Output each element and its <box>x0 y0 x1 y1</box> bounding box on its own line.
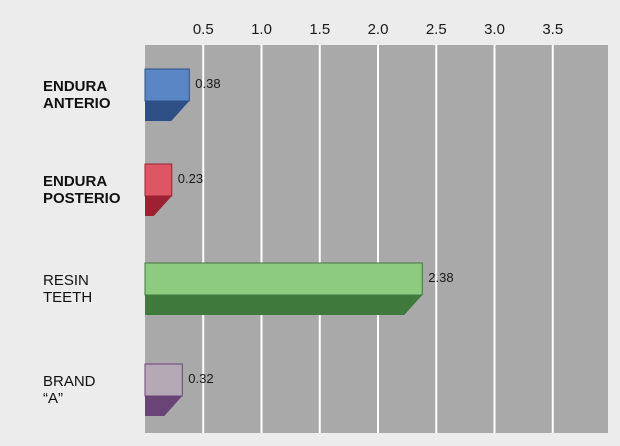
bar-bottom <box>145 196 172 216</box>
bar-front <box>144 262 423 296</box>
bar-front <box>144 68 190 102</box>
bars <box>144 68 423 416</box>
bar-value-label: 0.38 <box>195 76 220 91</box>
x-tick-label: 1.0 <box>251 21 272 38</box>
bar <box>144 68 190 121</box>
bar <box>144 163 173 216</box>
x-tick-label: 2.0 <box>368 21 389 38</box>
gridlines <box>202 45 554 433</box>
x-tick-label: 2.5 <box>426 21 447 38</box>
bar-bottom <box>145 101 190 121</box>
category-label: RESIN TEETH <box>43 272 92 306</box>
x-tick-label: 1.5 <box>309 21 330 38</box>
plot-area <box>145 45 608 433</box>
bar-value-label: 2.38 <box>428 270 453 285</box>
category-label: ENDURA POSTERIO <box>43 173 121 207</box>
bar-bottom <box>145 396 183 416</box>
value-labels: 0.38 0.23 2.38 0.32 <box>178 76 454 386</box>
bar-front <box>144 363 183 397</box>
x-tick-label: 3.0 <box>484 21 505 38</box>
category-label: BRAND “A” <box>43 373 96 407</box>
x-tick-label: 0.5 <box>193 21 214 38</box>
bar <box>144 262 423 315</box>
category-labels: ENDURA ANTERIO ENDURA POSTERIO RESIN TEETH BRA… <box>43 78 121 407</box>
bar <box>144 363 183 416</box>
bar-value-label: 0.23 <box>178 171 203 186</box>
x-tick-label: 3.5 <box>542 21 563 38</box>
bar-front <box>144 163 173 197</box>
x-tick-labels: 0.5 1.0 1.5 2.0 2.5 3.0 3.5 <box>193 21 563 38</box>
bar-value-label: 0.32 <box>188 371 213 386</box>
bar-bottom <box>145 295 423 315</box>
category-label: ENDURA ANTERIO <box>43 78 111 112</box>
